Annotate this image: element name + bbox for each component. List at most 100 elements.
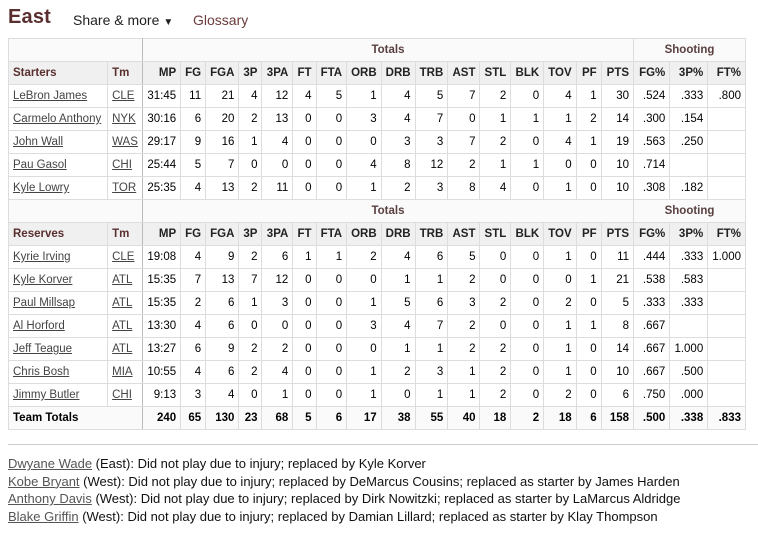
col-header[interactable]: ORB [346, 61, 382, 85]
stat-cell: .333 [669, 291, 709, 315]
col-header[interactable]: FT [292, 222, 317, 246]
stat-cell: 4 [180, 360, 207, 384]
col-header[interactable]: FG [180, 222, 207, 246]
total-cell: 5 [292, 406, 317, 430]
stat-cell: 0 [346, 130, 382, 154]
col-header[interactable]: 3P [238, 222, 263, 246]
col-header[interactable]: STL [479, 222, 512, 246]
col-header[interactable]: 3P% [669, 61, 709, 85]
column-header-row: Reserves Tm MP FG FGA 3P 3PA FT FTA ORB DRB TRB AST S… [7, 222, 746, 246]
player-link[interactable]: Kyle Korver [13, 274, 73, 286]
team-link[interactable]: TOR [112, 182, 137, 194]
stat-cell: 0 [292, 130, 317, 154]
col-header[interactable]: PTS [600, 222, 635, 246]
stat-cell: 5 [380, 291, 416, 315]
player-link[interactable]: LeBron James [13, 90, 88, 102]
col-header[interactable]: PF [575, 222, 602, 246]
team-link[interactable]: CHI [112, 159, 132, 171]
player-link[interactable]: Kyrie Irving [13, 251, 71, 263]
note-player-link[interactable]: Dwyane Wade [8, 456, 93, 471]
stat-cell: 1 [575, 314, 602, 338]
col-header[interactable]: FGA [205, 61, 240, 85]
player-link[interactable]: Paul Millsap [13, 297, 75, 309]
col-header[interactable]: AST [447, 222, 481, 246]
col-header[interactable]: BLK [510, 222, 545, 246]
stat-cell: 2 [380, 360, 416, 384]
stat-cell: 0 [543, 268, 577, 292]
col-header[interactable]: ORB [346, 222, 382, 246]
team-link[interactable]: NYK [112, 113, 136, 125]
player-link[interactable]: John Wall [13, 136, 64, 148]
stat-cell: 7 [414, 107, 449, 131]
team-link[interactable]: ATL [112, 320, 133, 332]
team-link[interactable]: CLE [112, 251, 135, 263]
player-link[interactable]: Pau Gasol [13, 159, 67, 171]
total-cell: 158 [600, 406, 635, 430]
team-link[interactable]: CLE [112, 90, 135, 102]
col-header[interactable]: FT% [707, 222, 746, 246]
stat-cell: 6 [205, 360, 240, 384]
player-link[interactable]: Jimmy Butler [13, 389, 80, 401]
col-header[interactable]: FGA [205, 222, 240, 246]
col-header[interactable]: FT% [707, 61, 746, 85]
team-link[interactable]: MIA [112, 366, 133, 378]
col-header-tm[interactable]: Tm [107, 61, 143, 85]
col-header[interactable]: FTA [315, 222, 348, 246]
stat-cell: 1 [479, 107, 512, 131]
stat-cell: 4 [380, 314, 416, 338]
note-text: (East): Did not play due to injury; repl… [92, 456, 426, 471]
col-header[interactable]: FTA [315, 61, 348, 85]
team-link[interactable]: ATL [112, 297, 133, 309]
col-header[interactable]: PF [575, 61, 602, 85]
col-header[interactable]: TRB [414, 222, 449, 246]
col-header[interactable]: 3P [238, 61, 263, 85]
player-row: Kyrie Irving CLE 19:08 4 9 2 6 1 1 2 4 6 5 0 0 1 0 11.444… [7, 245, 746, 269]
stat-cell: .300 [633, 107, 671, 131]
col-header[interactable]: MP [141, 61, 182, 85]
stat-cell: 12 [261, 84, 294, 108]
note-player-link[interactable]: Anthony Davis [8, 491, 92, 506]
col-header[interactable]: STL [479, 61, 512, 85]
glossary-link[interactable]: Glossary [193, 12, 249, 28]
share-menu-button[interactable]: Share & more ▼ [73, 12, 173, 28]
stat-cell: 3 [346, 314, 382, 338]
team-link[interactable]: CHI [112, 389, 132, 401]
col-header[interactable]: BLK [510, 61, 545, 85]
col-header[interactable]: FG [180, 61, 207, 85]
col-header[interactable]: 3PA [261, 61, 294, 85]
col-header[interactable]: DRB [380, 61, 416, 85]
col-header[interactable]: AST [447, 61, 481, 85]
col-header[interactable]: TRB [414, 61, 449, 85]
col-header[interactable]: TOV [543, 61, 577, 85]
section-label[interactable]: Starters [7, 61, 109, 85]
col-header[interactable]: FT [292, 61, 317, 85]
column-group-row: Totals Shooting [8, 199, 746, 223]
col-header[interactable]: PTS [600, 61, 635, 85]
team-link[interactable]: WAS [112, 136, 138, 148]
col-header[interactable]: 3PA [261, 222, 294, 246]
stat-cell: 11 [261, 176, 294, 200]
player-link[interactable]: Al Horford [13, 320, 65, 332]
col-header[interactable]: DRB [380, 222, 416, 246]
team-link[interactable]: ATL [112, 343, 133, 355]
section-label[interactable]: Reserves [7, 222, 109, 246]
stat-cell: 10 [600, 176, 635, 200]
col-header-tm[interactable]: Tm [107, 222, 143, 246]
stat-cell: 4 [205, 383, 240, 407]
col-header[interactable]: 3P% [669, 222, 709, 246]
player-link[interactable]: Jeff Teague [13, 343, 73, 355]
player-link[interactable]: Carmelo Anthony [13, 113, 102, 125]
note-player-link[interactable]: Kobe Bryant [8, 473, 80, 489]
stat-cell: 0 [346, 337, 382, 361]
col-header[interactable]: TOV [543, 222, 577, 246]
stat-cell [669, 153, 709, 177]
group-blank [8, 38, 143, 62]
col-header[interactable]: FG% [633, 222, 671, 246]
note-player-link[interactable]: Blake Griffin [8, 508, 79, 524]
player-link[interactable]: Kyle Lowry [13, 182, 70, 194]
player-name-cell: Kyle Korver [7, 268, 109, 292]
col-header[interactable]: FG% [633, 61, 671, 85]
team-link[interactable]: ATL [112, 274, 133, 286]
col-header[interactable]: MP [141, 222, 182, 246]
player-link[interactable]: Chris Bosh [13, 366, 70, 378]
